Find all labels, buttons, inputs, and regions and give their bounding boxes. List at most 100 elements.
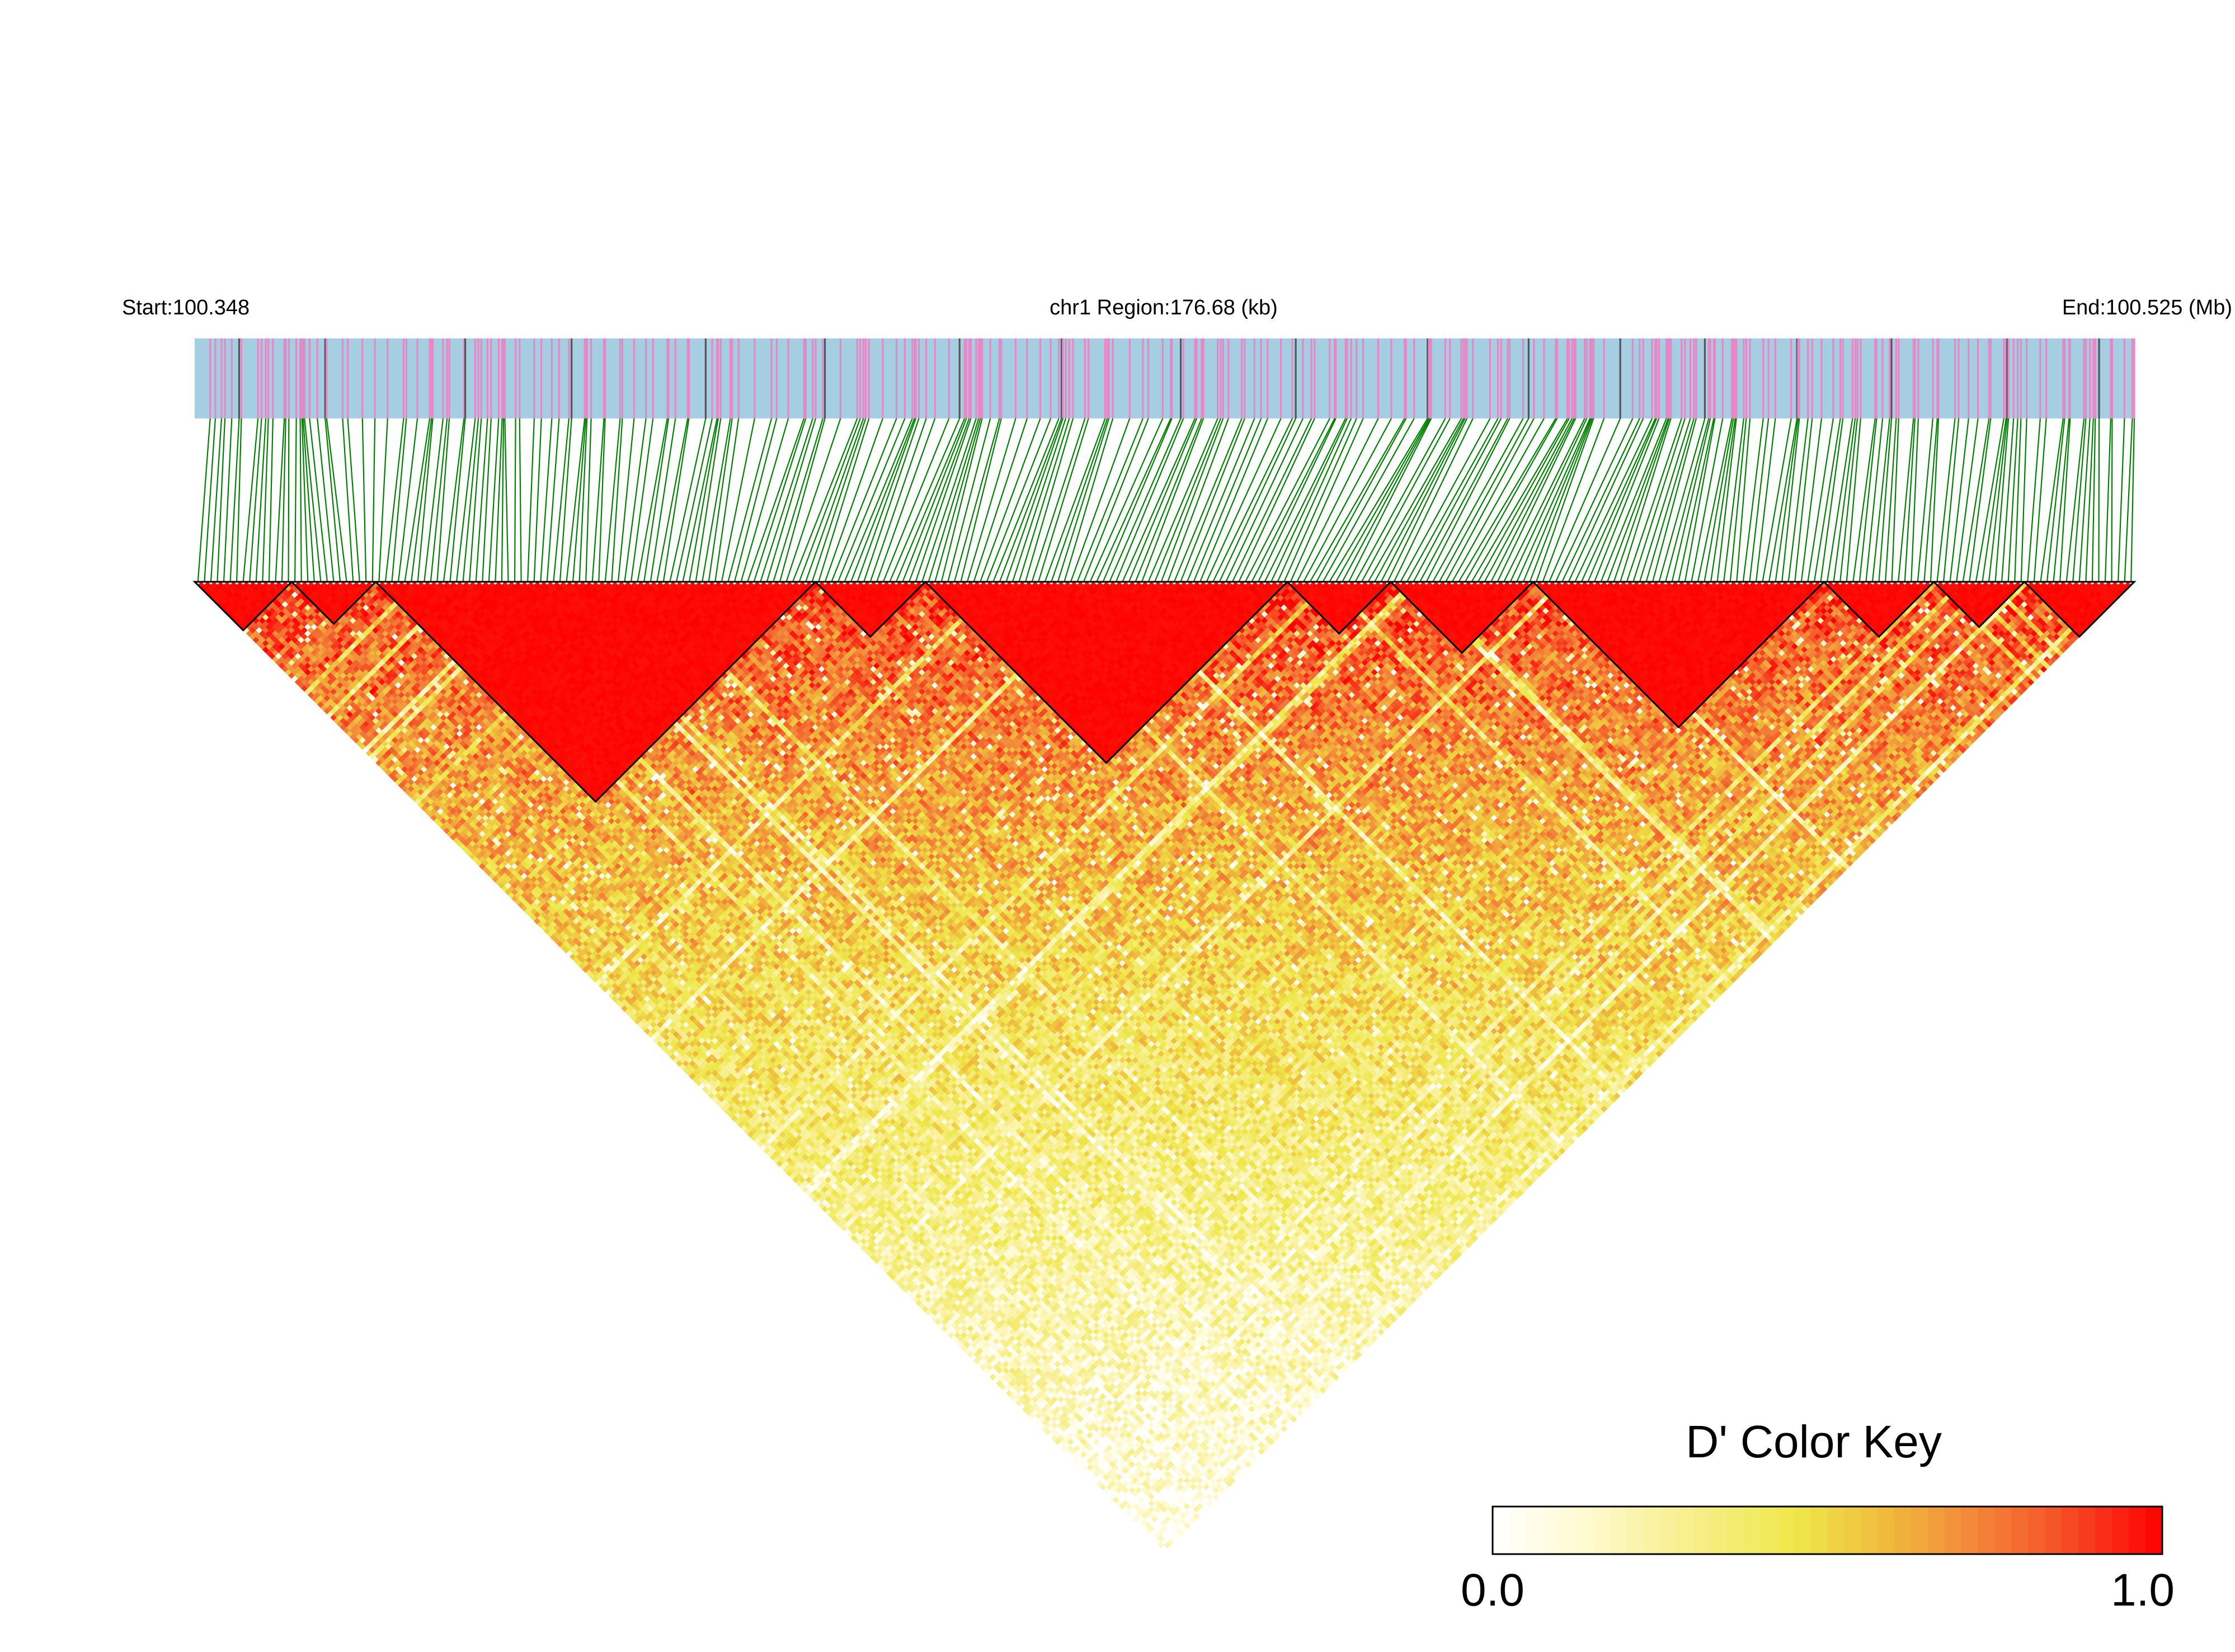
start-position-label: Start:100.348: [122, 296, 250, 319]
snp-connector: [1742, 418, 1764, 582]
snp-connector: [662, 418, 690, 582]
ld-cell: [785, 1170, 793, 1177]
snp-connector: [229, 418, 240, 582]
snp-connector: [863, 418, 920, 582]
snp-connector: [404, 418, 431, 582]
snp-connector: [2118, 418, 2125, 582]
snp-connector: [197, 418, 211, 582]
snp-connector: [1212, 418, 1293, 582]
snp-connector: [1406, 418, 1499, 582]
ld-cell: [789, 1173, 797, 1180]
snp-connector: [1141, 418, 1204, 582]
snp-connector: [1361, 418, 1451, 582]
snp-connector: [299, 418, 302, 582]
snp-connector: [908, 418, 970, 582]
snp-connector: [1671, 418, 1711, 582]
snp-connector: [1400, 418, 1491, 582]
snp-connector: [1716, 418, 1737, 582]
snp-connector: [1561, 418, 1640, 582]
snp-connector: [953, 418, 1000, 582]
snp-connector: [1244, 418, 1330, 582]
snp-connector: [304, 418, 322, 582]
snp-connector: [733, 418, 778, 582]
snp-connector: [1620, 418, 1672, 582]
snp-connector: [504, 418, 509, 582]
ld-cell: [921, 1305, 929, 1313]
ld-cell: [747, 1131, 755, 1138]
snp-connector: [1051, 418, 1108, 582]
ld-cell: [1154, 1538, 1162, 1546]
ld-cell: [925, 1309, 932, 1316]
snp-connector: [1193, 418, 1262, 582]
snp-connector: [2020, 418, 2027, 582]
snp-connector: [1613, 418, 1670, 582]
snp-connector: [1173, 418, 1243, 582]
snp-connector: [986, 418, 1052, 582]
ld-cell: [1051, 1435, 1058, 1442]
snp-connector: [689, 418, 719, 582]
snp-connector: [1574, 418, 1653, 582]
ld-cell: [1048, 1432, 1055, 1439]
snp-connector: [1710, 418, 1736, 582]
snp-connector: [1238, 418, 1315, 582]
ld-matrix: [197, 581, 2132, 1552]
ld-cell: [909, 1292, 916, 1300]
snp-connector: [1387, 418, 1468, 582]
snp-connector: [1497, 418, 1577, 582]
snp-connector: [1658, 418, 1706, 582]
snp-connector: [727, 418, 773, 582]
snp-connector: [262, 418, 269, 582]
snp-connector: [980, 418, 1041, 582]
snp-connector: [1354, 418, 1446, 582]
snp-connector: [249, 418, 262, 582]
snp-connector: [1393, 418, 1474, 582]
snp-position-track: [195, 338, 2135, 418]
snp-connector: [1580, 418, 1656, 582]
snp-connector: [837, 418, 906, 582]
ld-heatmap-cells: [197, 581, 2132, 1552]
snp-connector: [1109, 418, 1182, 582]
snp-connector: [1096, 418, 1171, 582]
snp-connector: [2027, 418, 2041, 582]
snp-connector: [624, 418, 647, 582]
snp-connector: [1555, 418, 1634, 582]
snp-connector: [223, 418, 233, 582]
snp-connector: [1729, 418, 1747, 582]
snp-connector: [391, 418, 407, 582]
snp-connector: [1322, 418, 1415, 582]
snp-connector: [566, 418, 586, 582]
snp-connector: [1044, 418, 1106, 582]
snp-connector: [1833, 418, 1856, 582]
snp-connector: [1871, 418, 1890, 582]
snp-connector: [1380, 418, 1466, 582]
snp-connector: [714, 418, 740, 582]
snp-connector: [1820, 418, 1844, 582]
snp-connector: [656, 418, 689, 582]
snp-connector: [540, 418, 553, 582]
snp-connector: [1678, 418, 1715, 582]
snp-connector: [2033, 418, 2047, 582]
snp-connector: [1348, 418, 1432, 582]
snp-connector: [1917, 418, 1934, 582]
snp-connector: [1445, 418, 1535, 582]
snp-connector: [811, 418, 867, 582]
snp-connector: [889, 418, 961, 582]
snp-connector: [1316, 418, 1407, 582]
snp-connector: [361, 418, 367, 582]
snp-connector: [973, 418, 1028, 582]
snp-connector: [1988, 418, 2008, 582]
region-label: chr1 Region:176.68 (kb): [1050, 296, 1278, 319]
snp-connector: [1878, 418, 1893, 582]
snp-connector: [268, 418, 274, 582]
snp-connector: [1070, 418, 1131, 582]
snp-connector: [1258, 418, 1337, 582]
snp-connector: [1593, 418, 1660, 582]
snp-connector: [1490, 418, 1575, 582]
snp-connector: [650, 418, 676, 582]
snp-connector: [1038, 418, 1089, 582]
snp-connector: [1839, 418, 1858, 582]
snp-connector: [482, 418, 492, 582]
snp-connector: [1930, 418, 1940, 582]
snp-connector: [462, 418, 479, 582]
snp-connector: [488, 418, 500, 582]
